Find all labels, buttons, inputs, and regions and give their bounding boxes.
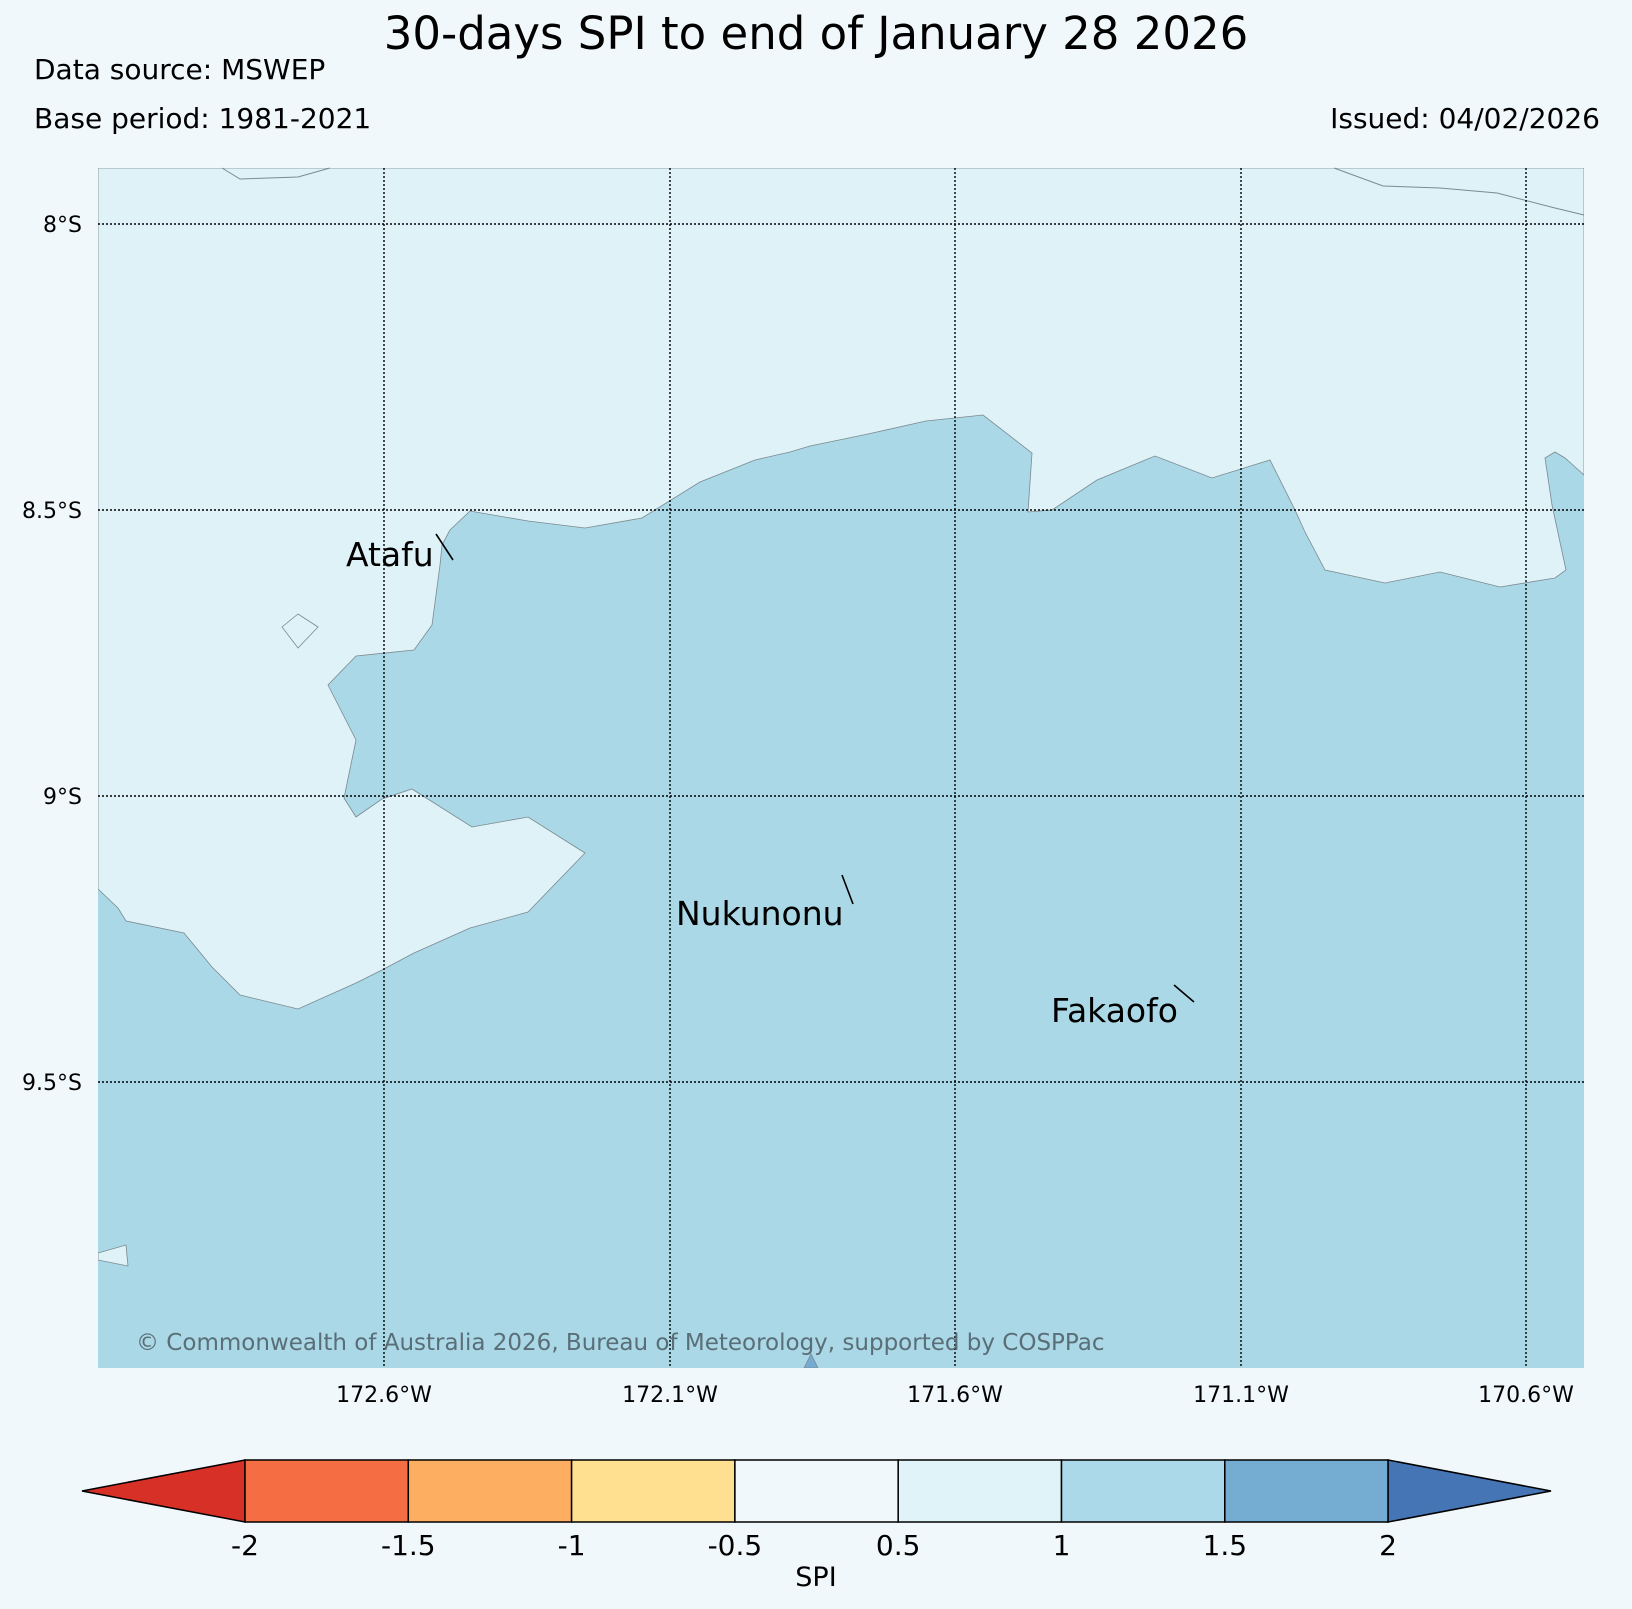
graticule (98, 168, 1584, 1368)
spi-region-0.5-to-1-islet (281, 613, 319, 649)
latitude-labels: 8°S 8.5°S 9°S 9.5°S (22, 213, 82, 1096)
contour-line-northwest (221, 167, 331, 180)
colorbar-segment (407, 1459, 573, 1523)
lat-label: 9.5°S (22, 1071, 82, 1096)
colorbar-segment (570, 1459, 736, 1523)
colorbar-tick-label: -2 (231, 1529, 259, 1562)
colorbar-tick-label: 0.5 (876, 1529, 921, 1562)
colorbar-segment (1224, 1459, 1389, 1523)
nukunonu-leader-line (841, 874, 854, 905)
copyright-notice: © Commonwealth of Australia 2026, Bureau… (136, 1330, 1105, 1356)
lat-label: 8.5°S (22, 499, 82, 524)
colorbar-tick-label: 2 (1379, 1529, 1397, 1562)
colorbar-tick-label: -1 (558, 1529, 586, 1562)
lon-label: 170.6°W (1478, 1383, 1574, 1408)
lat-label: 9°S (43, 785, 82, 810)
lon-label: 171.6°W (907, 1383, 1003, 1408)
colorbar-segment (897, 1459, 1063, 1523)
place-label-nukunonu: Nukunonu (676, 894, 844, 933)
atafu-leader-line (435, 533, 454, 561)
fakaofo-leader-line (1173, 984, 1195, 1003)
spi-region-1.5-to-2-patch (803, 1353, 819, 1368)
colorbar-tick-label: -0.5 (708, 1529, 763, 1562)
colorbar-title: SPI (795, 1562, 836, 1593)
lon-label: 172.1°W (622, 1383, 718, 1408)
map-panel: 8°S8.5°S9°S9.5°S 172.6°W 172.1°W 171.6°W 17… (22, 167, 1585, 1408)
contour-line-northeast (1333, 167, 1585, 216)
colorbar-tick-label: -1.5 (381, 1529, 436, 1562)
lon-label: 171.1°W (1193, 1383, 1289, 1408)
longitude-labels: 172.6°W 172.1°W 171.6°W 171.1°W 170.6°W (336, 1383, 1574, 1408)
spi-region-0.5-to-1-southwest (98, 1244, 129, 1267)
place-label-fakaofo: Fakaofo (1051, 991, 1178, 1030)
colorbar-extend-high (1387, 1459, 1552, 1523)
colorbar-tick-label: 1.5 (1203, 1529, 1248, 1562)
spi-colorbar: -2 -1.5 -1 -0.5 0.5 1 1.5 2 SPI (81, 1459, 1552, 1593)
spi-region-0.5-to-1-north (98, 168, 1584, 1010)
colorbar-segment (734, 1459, 899, 1523)
map-title: 30-days SPI to end of January 28 2026 (383, 7, 1249, 60)
colorbar-tick-label: 1 (1053, 1529, 1071, 1562)
place-label-atafu: Atafu (346, 535, 434, 574)
colorbar-segment (1060, 1459, 1226, 1523)
issued-date-label: Issued: 04/02/2026 (1330, 102, 1600, 135)
colorbar-segment (244, 1459, 410, 1523)
lat-label: 8°S (43, 213, 82, 238)
base-period-label: Base period: 1981-2021 (34, 102, 372, 135)
data-source-label: Data source: MSWEP (34, 53, 326, 86)
colorbar-extend-low (81, 1459, 246, 1523)
lon-label: 172.6°W (336, 1383, 432, 1408)
